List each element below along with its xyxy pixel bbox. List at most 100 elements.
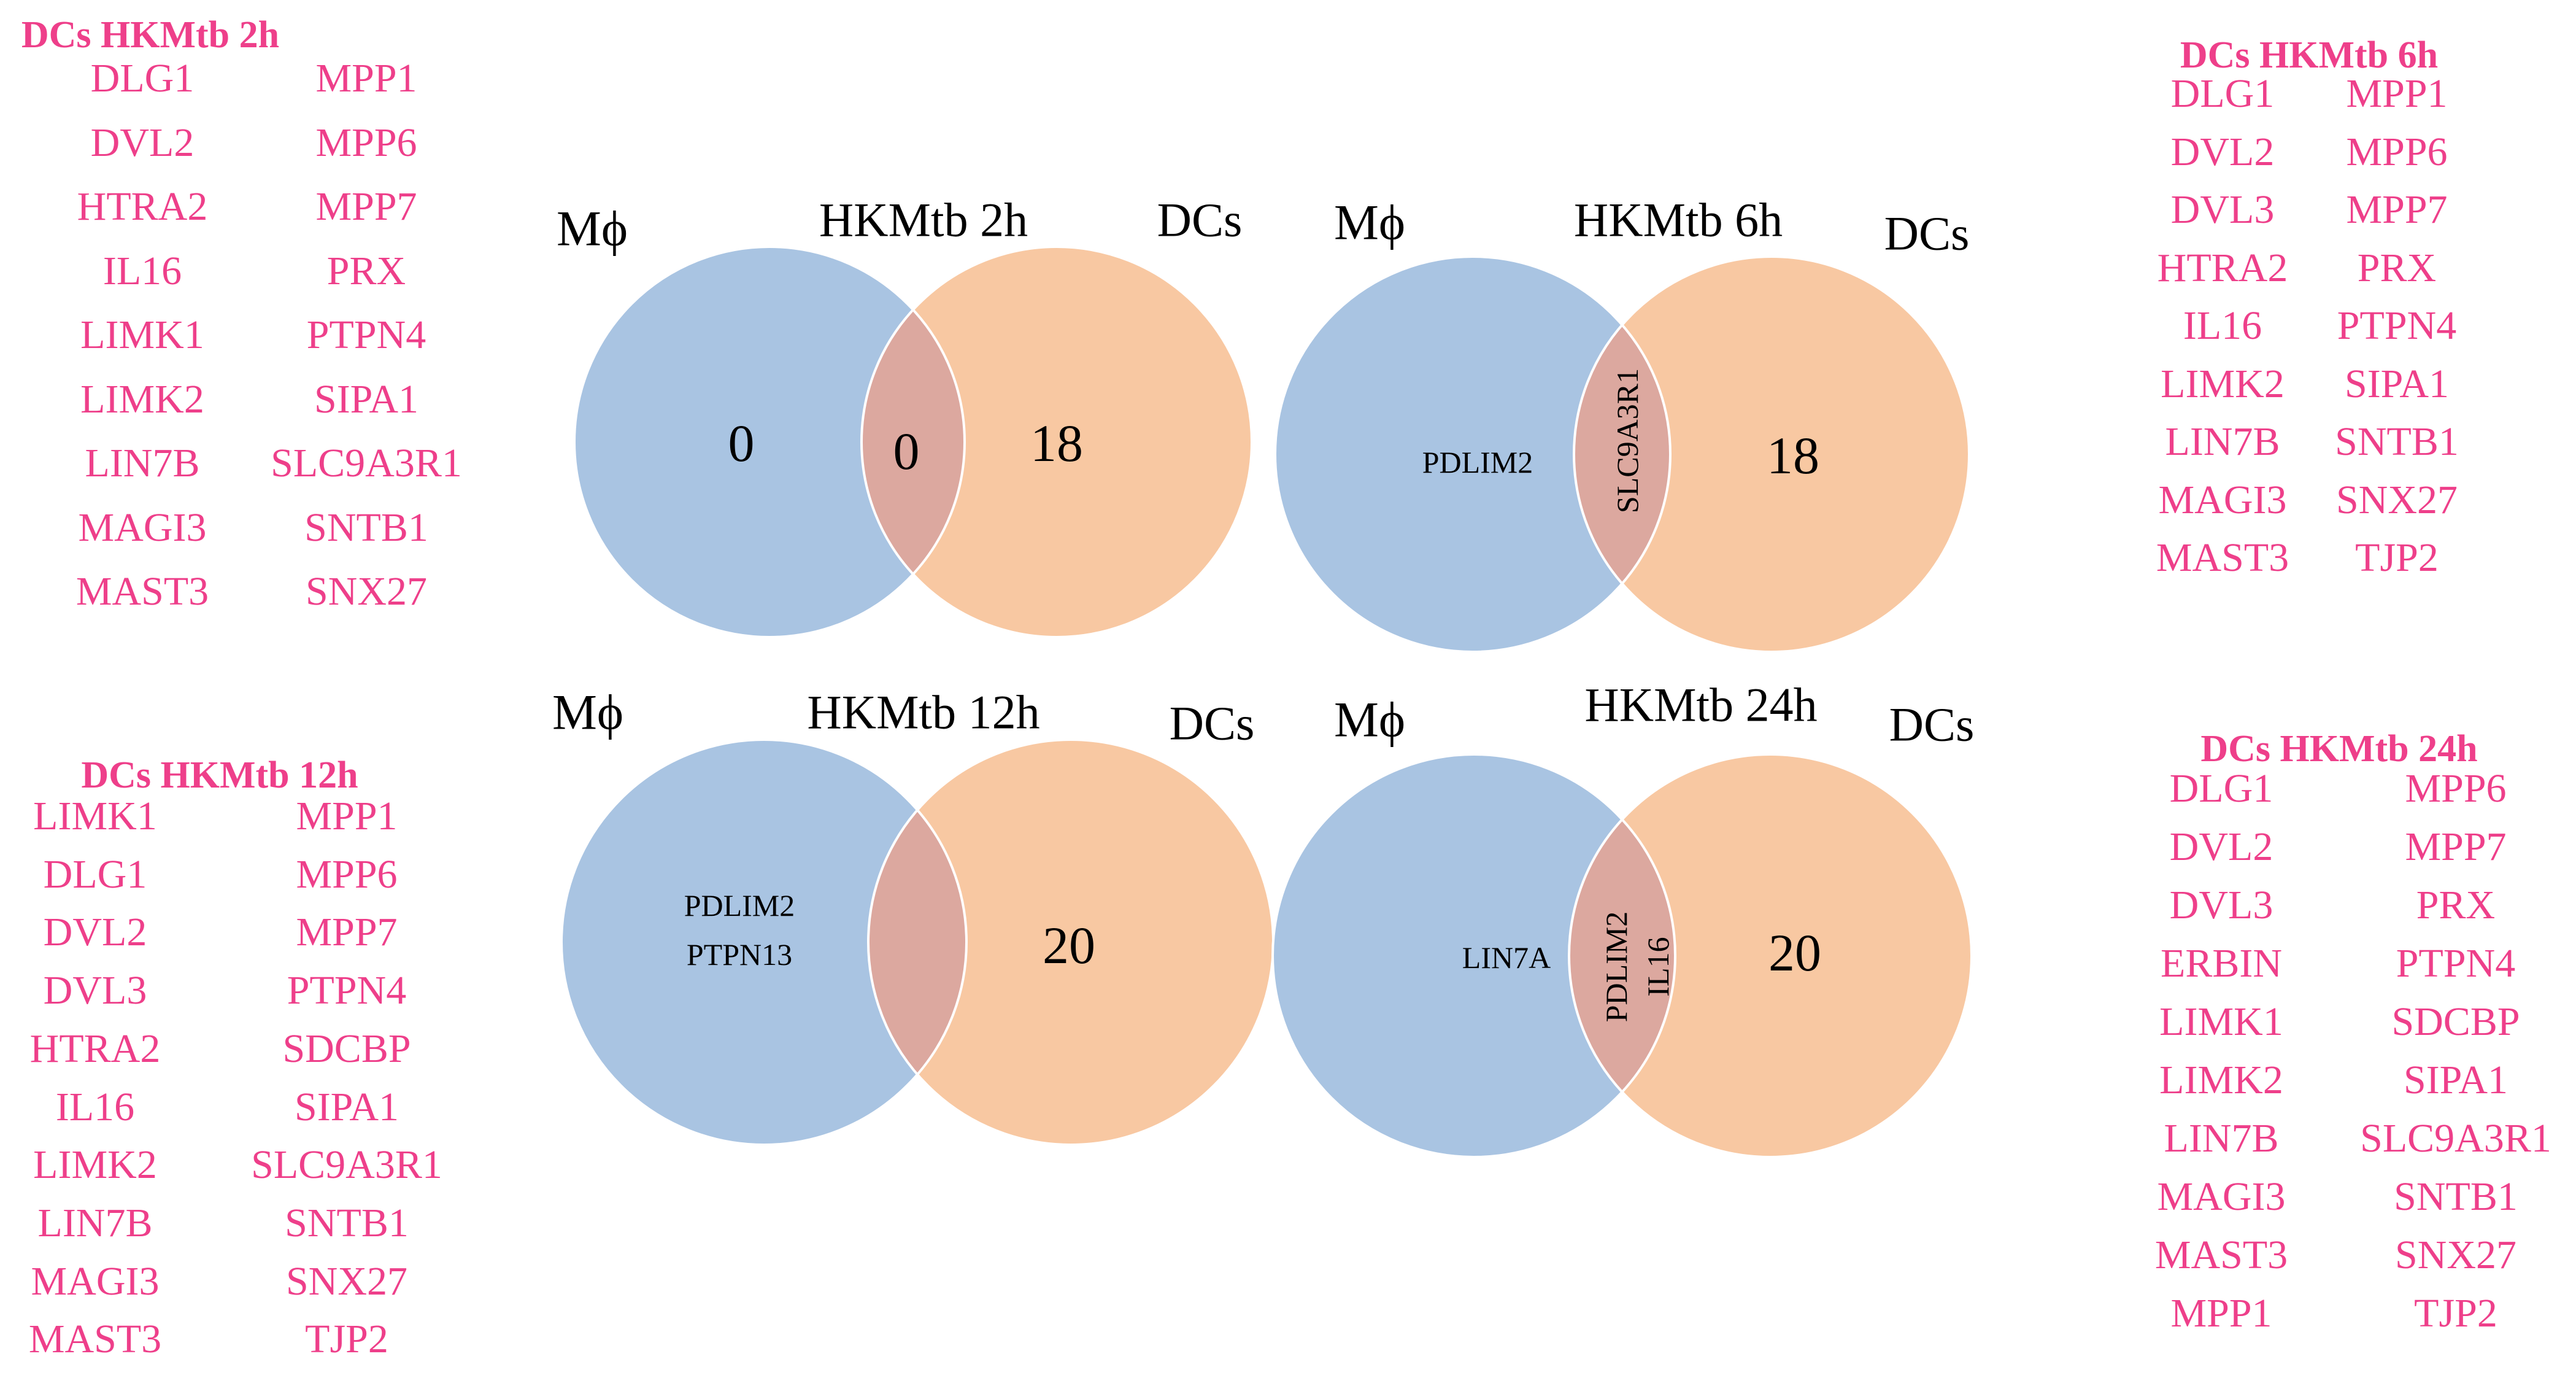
- venn-circle-mphi: [561, 740, 966, 1145]
- gene-list-title: DCs HKMtb 2h: [21, 14, 280, 56]
- venn-outline: [1274, 255, 1672, 653]
- venn-circle-mphi: [1273, 754, 1675, 1157]
- gene-name: HTRA2: [77, 184, 208, 229]
- venn-circle-mphi: [574, 247, 965, 637]
- gene-name: IL16: [102, 248, 182, 293]
- gene-name: TJP2: [2414, 1291, 2497, 1336]
- gene-name: DVL3: [43, 968, 147, 1013]
- venn-overlap-value: SLC9A3R1: [1610, 368, 1645, 513]
- gene-name: LIMK1: [33, 794, 157, 838]
- gene-name: MPP1: [2170, 1291, 2272, 1336]
- venn-overlap-value: PDLIM2: [1599, 912, 1633, 1023]
- gene-name: LIMK1: [2159, 999, 2283, 1044]
- venn-outline: [860, 246, 1253, 638]
- gene-name: SLC9A3R1: [251, 1142, 442, 1188]
- venn-right-label: DCs: [1884, 207, 1970, 260]
- gene-name: MAST3: [28, 1317, 162, 1362]
- venn-2: Mϕ HKMtb 12h DCs PDLIM2 PTPN13 20: [552, 684, 1275, 1146]
- venn-circle-dcs: [868, 740, 1273, 1145]
- venn-left-only-value: PTPN13: [687, 937, 792, 972]
- gene-name: MPP1: [296, 794, 398, 838]
- venn-left-only-value: LIN7A: [1462, 940, 1551, 975]
- gene-name: SIPA1: [295, 1084, 399, 1129]
- venn-left-label: Mϕ: [1334, 195, 1405, 250]
- gene-name: DLG1: [2169, 766, 2273, 811]
- venn-left-label: Mϕ: [552, 684, 623, 740]
- venn-overlap-value: IL16: [1641, 937, 1675, 996]
- gene-name: HTRA2: [2157, 245, 2288, 290]
- venn-outline: [573, 246, 966, 638]
- gene-name: MAGI3: [2158, 477, 2287, 522]
- gene-name: LIMK2: [2161, 361, 2285, 406]
- gene-name: HTRA2: [29, 1026, 161, 1071]
- venn-left-label: Mϕ: [1334, 692, 1405, 748]
- gene-name: MPP7: [296, 910, 398, 955]
- gene-name: SNX27: [2335, 477, 2458, 522]
- gene-name: MPP6: [2405, 766, 2507, 811]
- venn-outline: [1271, 753, 1676, 1158]
- gene-name: LIMK2: [33, 1142, 157, 1188]
- gene-name: MPP1: [2346, 71, 2448, 116]
- gene-name: SDCBP: [2391, 999, 2520, 1044]
- venn-outline: [1573, 255, 1970, 653]
- gene-name: SNX27: [285, 1258, 408, 1304]
- gene-list-title: DCs HKMtb 24h: [2200, 728, 2478, 770]
- gene-name: PTPN4: [306, 312, 426, 357]
- gene-name: MPP7: [2405, 824, 2507, 869]
- gene-name: TJP2: [305, 1317, 388, 1362]
- gene-name: MPP7: [2346, 187, 2448, 232]
- gene-name: SDCBP: [282, 1026, 411, 1071]
- venn-left-only-value: PDLIM2: [684, 888, 795, 923]
- gene-name: LIN7B: [2165, 419, 2280, 464]
- gene-name: DVL2: [2170, 129, 2275, 174]
- gene-name: PTPN4: [2396, 941, 2516, 986]
- gene-name: LIMK2: [80, 376, 204, 422]
- venn-right-label: DCs: [1889, 698, 1975, 751]
- venn-1: Mϕ HKMtb 6h DCs PDLIM2 SLC9A3R1 18: [1274, 193, 1970, 653]
- gene-name: MAGI3: [2157, 1174, 2286, 1219]
- gene-name: PRX: [2416, 883, 2496, 927]
- venn-left-only-value: 0: [728, 414, 755, 473]
- gene-name: SLC9A3R1: [2360, 1116, 2551, 1161]
- venn-title: HKMtb 2h: [819, 193, 1028, 247]
- venn-title: HKMtb 24h: [1584, 678, 1817, 732]
- gene-name: DVL2: [2169, 824, 2273, 869]
- venn-circle-dcs: [862, 247, 1252, 637]
- gene-name: MAST3: [75, 569, 209, 614]
- venn-3: Mϕ HKMtb 24h DCs LIN7A PDLIM2 IL16 20: [1271, 678, 1975, 1158]
- gene-name: DLG1: [43, 851, 147, 897]
- venn-title: HKMtb 6h: [1574, 193, 1783, 247]
- gene-name: TJP2: [2355, 535, 2439, 580]
- gene-name: LIN7B: [2164, 1116, 2279, 1161]
- venn-circle-mphi: [1275, 257, 1670, 652]
- gene-name: DLG1: [90, 56, 195, 101]
- gene-name: MPP6: [296, 851, 398, 897]
- gene-name: LIN7B: [85, 441, 200, 486]
- gene-name: MPP6: [2346, 129, 2448, 174]
- gene-name: SNX27: [2394, 1233, 2517, 1277]
- gene-name: SIPA1: [314, 376, 418, 422]
- gene-name: SNTB1: [304, 505, 428, 550]
- venn-circle-dcs: [1574, 257, 1969, 652]
- venn-right-only-value: 20: [1768, 923, 1821, 982]
- gene-name: SLC9A3R1: [271, 441, 462, 486]
- gene-name: IL16: [55, 1084, 135, 1129]
- gene-name: MPP6: [315, 120, 417, 165]
- venn-right-label: DCs: [1170, 697, 1255, 750]
- venn-outline: [1568, 753, 1973, 1158]
- gene-name: SIPA1: [2345, 361, 2449, 406]
- venn-title: HKMtb 12h: [807, 686, 1039, 739]
- gene-name: LIN7B: [37, 1200, 153, 1245]
- gene-list-title: DCs HKMtb 6h: [2180, 34, 2439, 76]
- venn-right-label: DCs: [1157, 193, 1243, 247]
- venn-left-only-value: PDLIM2: [1422, 445, 1533, 479]
- gene-name: LIMK1: [80, 312, 204, 357]
- venn-right-only-value: 18: [1030, 414, 1083, 473]
- gene-name: PTPN4: [2337, 303, 2457, 348]
- gene-name: SNX27: [305, 569, 428, 614]
- gene-name: DLG1: [2170, 71, 2275, 116]
- gene-name: PRX: [326, 248, 406, 293]
- venn-outline: [560, 738, 968, 1146]
- venn-overlap-value: 0: [893, 422, 920, 481]
